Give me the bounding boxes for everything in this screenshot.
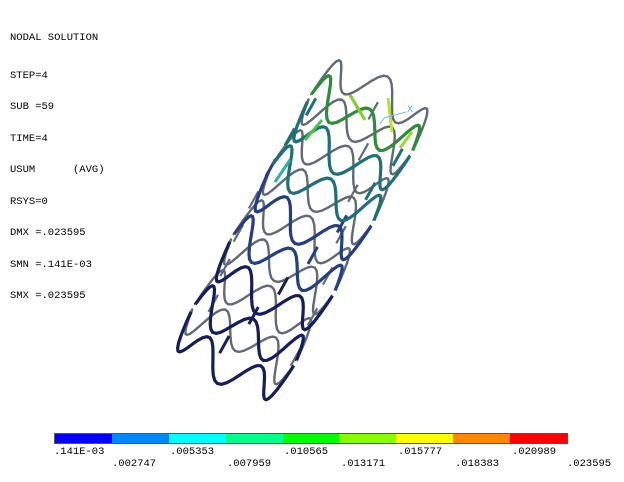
stent-strut xyxy=(283,127,296,147)
stent-strut xyxy=(347,184,359,203)
legend-label-6: .013171 xyxy=(341,458,386,470)
coordinate-triad: X xyxy=(379,105,413,125)
legend-label-3: .005353 xyxy=(170,446,215,458)
legend-label-10: .023595 xyxy=(567,458,612,470)
stent-strut xyxy=(357,142,370,161)
stent-strut xyxy=(273,159,292,183)
stent-strut xyxy=(304,97,318,117)
stent-strut xyxy=(247,306,260,325)
legend-swatch-2 xyxy=(111,434,169,443)
stent-strut xyxy=(253,171,373,262)
stent-model-view[interactable]: X xyxy=(0,0,624,430)
legend-label-8: .018383 xyxy=(455,458,500,470)
legend-swatch-5 xyxy=(282,434,340,443)
triad-x-label: X xyxy=(407,105,413,115)
info-block: NODAL SOLUTION STEP=4 SUB =59 TIME=4 USU… xyxy=(10,12,105,312)
stent-strut xyxy=(214,241,334,332)
stent-strut xyxy=(232,223,245,243)
legend-label-5: .010565 xyxy=(284,446,329,458)
stent-strut xyxy=(306,307,319,326)
stent-strut xyxy=(292,101,412,192)
stent-strut xyxy=(386,97,394,133)
stent-strut xyxy=(364,181,377,201)
info-usum: USUM (AVG) xyxy=(10,164,105,176)
legend-label-1: .141E-03 xyxy=(54,446,105,458)
stent-strut xyxy=(193,284,305,363)
stent-strut xyxy=(184,308,295,386)
legend-swatch-4 xyxy=(225,434,283,443)
legend-label-9: .020989 xyxy=(512,446,557,458)
legend-label-4: .007959 xyxy=(227,458,272,470)
legend-label-2: .002747 xyxy=(112,458,157,470)
stent-strut xyxy=(303,119,324,141)
info-step: STEP=4 xyxy=(10,69,48,82)
stent-strut xyxy=(310,59,429,152)
legend-swatch-1 xyxy=(55,434,112,443)
info-time: TIME=4 xyxy=(10,132,48,145)
info-smx: SMX =.023595 xyxy=(10,290,86,302)
stent-strut xyxy=(247,190,260,209)
stent-strut xyxy=(223,238,334,316)
stent-strut xyxy=(176,311,296,402)
color-legend-bar xyxy=(54,433,568,444)
legend-swatch-7 xyxy=(396,434,454,443)
stent-strut xyxy=(310,74,422,153)
legend-swatch-8 xyxy=(453,434,511,443)
stent-strut xyxy=(306,246,319,265)
info-rsys: RSYS=0 xyxy=(10,195,48,208)
legend-swatch-6 xyxy=(339,434,397,443)
stent-strut xyxy=(398,131,414,149)
info-dmx: DMX =.023595 xyxy=(10,227,86,239)
stent-strut xyxy=(271,129,390,222)
stent-strut xyxy=(300,98,411,176)
stent-strut xyxy=(277,276,290,296)
stent-strut xyxy=(261,168,373,246)
plot-title: NODAL SOLUTION xyxy=(10,32,99,44)
stent-strut xyxy=(218,335,231,354)
stent-strut xyxy=(391,148,404,167)
info-sub: SUB =59 xyxy=(10,101,55,113)
legend-swatch-3 xyxy=(168,434,226,443)
stent-strut xyxy=(232,214,344,293)
stent-strut xyxy=(335,214,349,234)
legend-swatch-9 xyxy=(510,434,568,443)
stent-mesh xyxy=(176,59,429,402)
info-smn: SMN =.141E-03 xyxy=(10,258,92,271)
legend-label-7: .015777 xyxy=(398,446,443,458)
stent-strut xyxy=(219,258,231,277)
stent-strut xyxy=(348,94,367,121)
stent-strut xyxy=(232,199,352,292)
stent-strut xyxy=(271,144,383,223)
